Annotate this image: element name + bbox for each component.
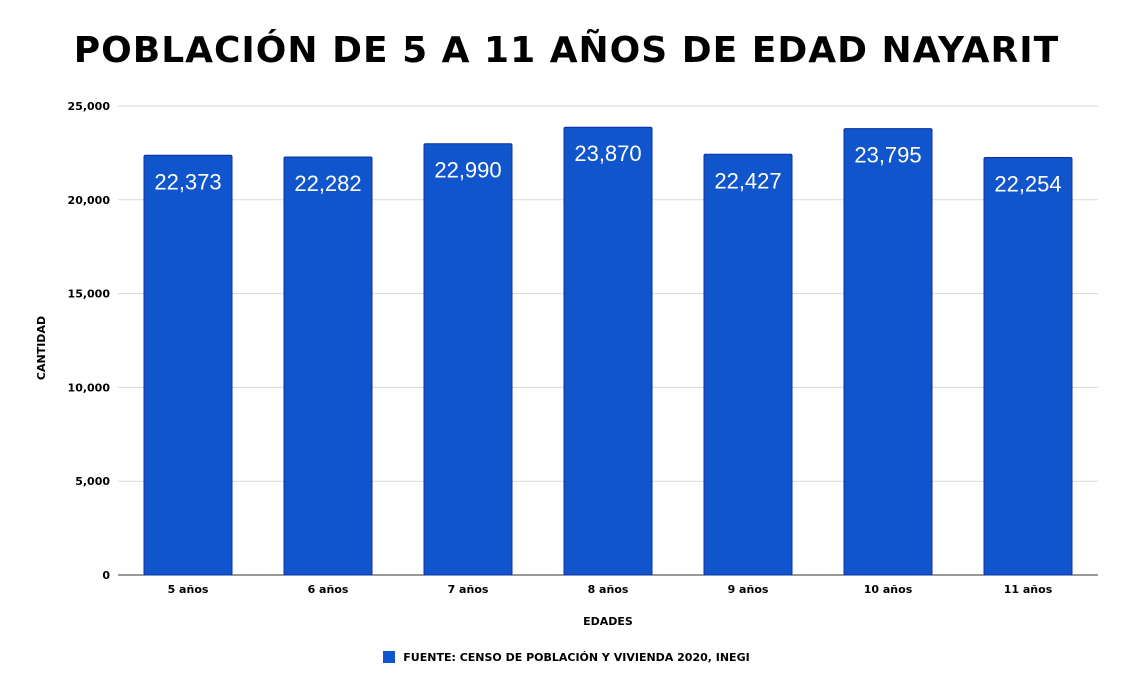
y-tick-label: 5,000	[75, 475, 110, 488]
x-axis-label: EDADES	[583, 615, 633, 628]
bars: 22,373 22,282 22,990 23,870 22,427 23,795 22,2…	[143, 126, 1073, 576]
data-label: 22,990	[434, 158, 501, 183]
y-tick-label: 20,000	[68, 194, 111, 207]
x-tick-label: 10 años	[864, 583, 913, 596]
x-tick-label: 11 años	[1004, 583, 1053, 596]
y-tick-label: 0	[102, 569, 110, 582]
x-tick-label: 7 años	[448, 583, 489, 596]
legend-swatch	[383, 651, 396, 663]
data-label: 22,427	[714, 168, 781, 193]
bar	[423, 143, 513, 576]
data-label: 23,795	[854, 143, 921, 168]
data-label: 22,282	[294, 171, 361, 196]
bar	[703, 153, 793, 576]
data-label: 22,373	[154, 169, 221, 194]
y-tick-label: 10,000	[68, 381, 111, 394]
legend: FUENTE: CENSO DE POBLACIÓN Y VIVIENDA 20…	[0, 651, 1133, 664]
x-tick-label: 5 años	[168, 583, 209, 596]
y-tick-label: 15,000	[68, 288, 111, 301]
legend-label: FUENTE: CENSO DE POBLACIÓN Y VIVIENDA 20…	[403, 651, 750, 664]
data-label: 23,870	[574, 141, 641, 166]
x-tick-label: 9 años	[728, 583, 769, 596]
chart-title: POBLACIÓN DE 5 A 11 AÑOS DE EDAD NAYARIT	[73, 30, 1060, 71]
x-axis-ticks: 5 años 6 años 7 años 8 años 9 años 10 años 11 …	[168, 583, 1053, 596]
x-tick-label: 8 años	[588, 583, 629, 596]
data-label: 22,254	[994, 172, 1061, 197]
y-axis-label: CANTIDAD	[35, 316, 48, 380]
y-tick-label: 25,000	[68, 100, 111, 113]
bar	[143, 154, 233, 576]
x-tick-label: 6 años	[308, 583, 349, 596]
bar	[843, 128, 933, 576]
y-axis-ticks: 0 5,000 10,000 15,000 20,000 25,000	[68, 100, 111, 582]
bar	[563, 126, 653, 576]
bar	[283, 156, 373, 576]
bar	[983, 157, 1073, 576]
